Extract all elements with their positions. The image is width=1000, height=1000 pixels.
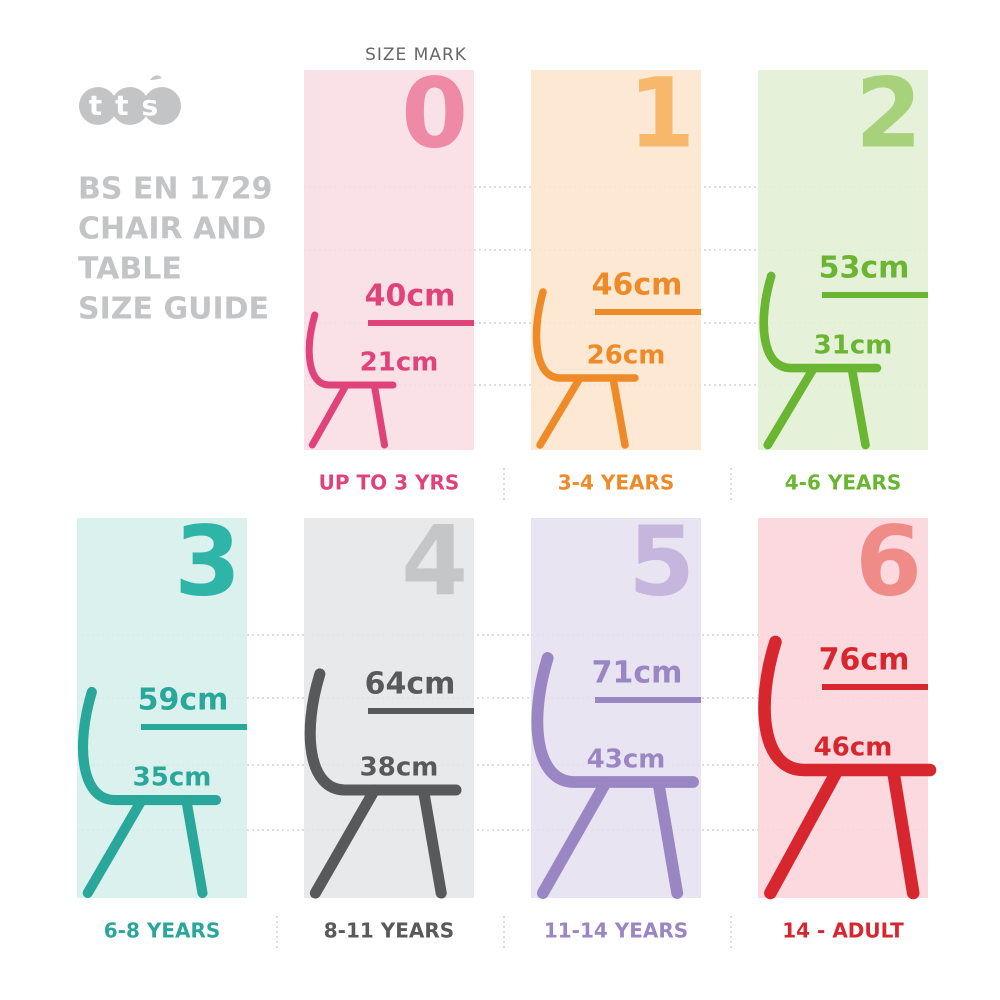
- size-mark: 3: [174, 505, 241, 617]
- table-height: 46cm: [592, 268, 683, 303]
- size-mark: 1: [628, 57, 695, 169]
- panel-bg: [77, 518, 247, 898]
- title-line: CHAIR AND: [78, 212, 266, 247]
- logo-circle: [111, 87, 149, 125]
- table-height: 53cm: [819, 251, 910, 286]
- size-panel: 4 64cm 38cm 8-11 YEARS: [304, 505, 474, 943]
- age-label: 3-4 YEARS: [558, 471, 675, 495]
- size-mark-label: SIZE MARK: [365, 45, 467, 65]
- logo-leaf: [150, 75, 162, 80]
- chair-height: 21cm: [360, 348, 439, 378]
- panels: 0 40cm 21cm UP TO 3 YRS 1 46cm 26cm 3-4 YEARS 2 5…: [77, 57, 937, 948]
- logo-circle: [79, 87, 117, 125]
- chair-height: 46cm: [814, 733, 893, 763]
- size-panel: 5 71cm 43cm 11-14 YEARS: [531, 505, 701, 943]
- size-mark: 6: [855, 505, 922, 617]
- table-height: 40cm: [365, 279, 456, 314]
- title: BS EN 1729 CHAIR AND TABLE SIZE GUIDE: [78, 172, 272, 327]
- chair: [758, 635, 937, 900]
- table-height: 71cm: [592, 656, 683, 691]
- age-label: 8-11 YEARS: [324, 919, 454, 943]
- logo: tts: [79, 75, 181, 125]
- age-label: UP TO 3 YRS: [319, 471, 460, 495]
- size-panel: 2 53cm 31cm 4-6 YEARS: [758, 57, 928, 495]
- age-label: 4-6 YEARS: [785, 471, 902, 495]
- title-line: TABLE: [78, 252, 182, 287]
- title-line: BS EN 1729: [78, 172, 272, 207]
- table-height: 76cm: [819, 643, 910, 678]
- size-mark: 2: [855, 57, 922, 169]
- size-panel: 1 46cm 26cm 3-4 YEARS: [531, 57, 701, 495]
- logo-text: tts: [89, 89, 171, 122]
- chair-height: 31cm: [814, 331, 893, 361]
- age-label: 14 - ADULT: [782, 919, 904, 943]
- chair-height: 26cm: [587, 341, 666, 371]
- size-mark: 0: [401, 57, 468, 169]
- age-label: 11-14 YEARS: [544, 919, 688, 943]
- logo-circle: [143, 87, 181, 125]
- chair: [304, 668, 462, 899]
- chair-height: 43cm: [587, 745, 666, 775]
- chair-height: 35cm: [133, 763, 212, 793]
- chair: [759, 271, 882, 450]
- chair: [305, 311, 397, 449]
- age-label: 6-8 YEARS: [104, 919, 221, 943]
- chair: [78, 686, 222, 899]
- chair: [532, 288, 639, 449]
- table-height: 64cm: [365, 667, 456, 702]
- size-panel: 6 76cm 46cm 14 - ADULT: [758, 505, 937, 943]
- size-mark: 5: [628, 505, 695, 617]
- chair-height: 38cm: [360, 753, 439, 783]
- size-panel: 3 59cm 35cm 6-8 YEARS: [77, 505, 247, 943]
- panel-bg: [758, 70, 928, 450]
- size-mark: 4: [401, 505, 468, 617]
- size-panel: 0 40cm 21cm UP TO 3 YRS: [304, 57, 474, 495]
- title-line: SIZE GUIDE: [78, 292, 269, 327]
- table-height: 59cm: [138, 683, 229, 718]
- chair: [531, 652, 699, 899]
